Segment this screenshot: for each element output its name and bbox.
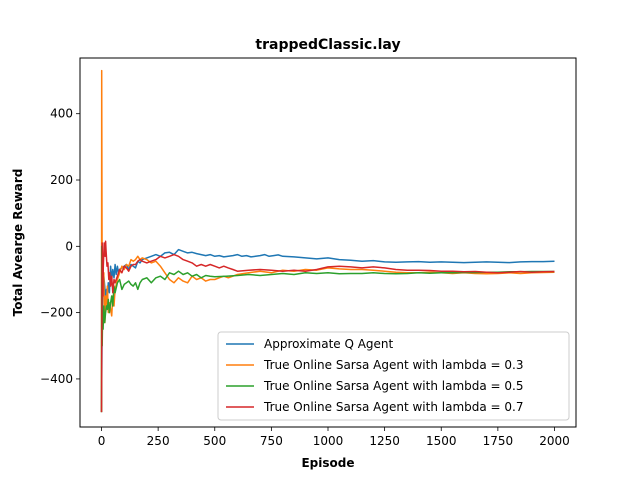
y-tick-label: 0: [65, 239, 73, 253]
x-tick-label: 0: [98, 434, 106, 448]
series-layer: [100, 69, 555, 413]
x-tick-label: 1250: [369, 434, 400, 448]
x-tick-label: 1750: [483, 434, 514, 448]
legend-frame: [217, 331, 570, 421]
x-tick-label: 750: [260, 434, 283, 448]
legend-entries: Approximate Q Agent True Online Sarsa Age…: [226, 337, 524, 414]
x-tick-label: 1000: [313, 434, 344, 448]
plot-frame: [79, 57, 577, 428]
legend: Approximate Q Agent True Online Sarsa Age…: [217, 331, 570, 421]
y-tick-label: −400: [40, 372, 73, 386]
y-axis-label: Total Avearge Reward: [11, 169, 25, 317]
ticks-layer: 0 250 500 750 1000 1250 1500 1750 2000 −400 −200 0 2…: [40, 107, 570, 448]
y-tick-label: 400: [50, 107, 73, 121]
x-tick-label: 2000: [539, 434, 570, 448]
legend-label-1: Approximate Q Agent: [264, 337, 394, 351]
y-tick-label: −200: [40, 306, 73, 320]
x-tick-label: 250: [147, 434, 170, 448]
chart-title: trappedClassic.lay: [255, 37, 400, 53]
x-tick-label: 1500: [426, 434, 457, 448]
legend-label-4: True Online Sarsa Agent with lambda = 0.…: [263, 400, 524, 414]
y-tick-label: 200: [50, 173, 73, 187]
series-line-3: [100, 245, 555, 413]
series-line-4: [100, 240, 555, 413]
x-tick-label: 500: [203, 434, 226, 448]
x-axis-label: Episode: [301, 456, 354, 470]
legend-label-3: True Online Sarsa Agent with lambda = 0.…: [263, 379, 524, 393]
legend-label-2: True Online Sarsa Agent with lambda = 0.…: [263, 358, 524, 372]
series-line-1: [100, 248, 555, 413]
